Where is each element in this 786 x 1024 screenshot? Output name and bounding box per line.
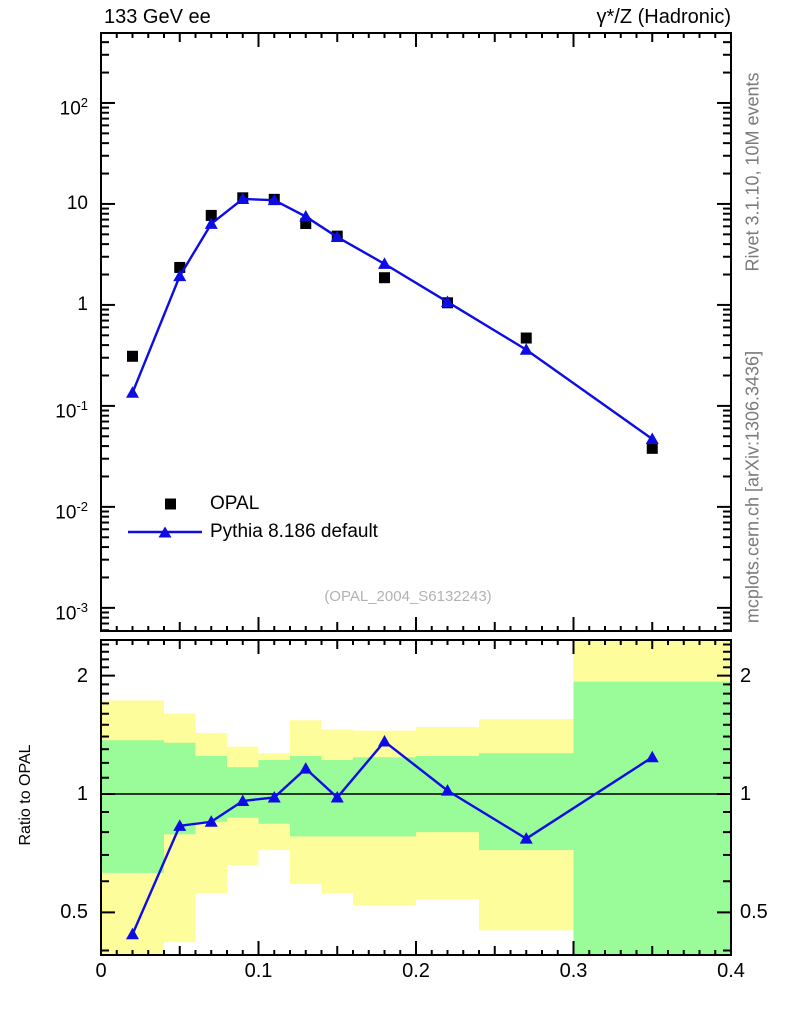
pythia-data-point bbox=[378, 257, 391, 269]
y-tick-label: 10 bbox=[66, 192, 88, 214]
pythia-data-point bbox=[330, 230, 344, 243]
ratio-uncertainty-band-green bbox=[195, 755, 227, 822]
analysis-watermark: (OPAL_2004_S6132243) bbox=[324, 588, 492, 605]
ratio-uncertainty-band-green bbox=[164, 742, 196, 835]
ratio-tick-label-right: 2 bbox=[740, 664, 752, 687]
ratio-axis-label: Ratio to OPAL bbox=[17, 744, 34, 846]
legend-label-pythia: Pythia 8.186 default bbox=[210, 521, 378, 542]
ratio-data-point bbox=[645, 750, 659, 763]
ratio-data-point bbox=[378, 734, 391, 747]
x-tick-label: 0.1 bbox=[244, 960, 273, 982]
ratio-data-point bbox=[299, 762, 313, 774]
pythia-data-point bbox=[204, 217, 218, 229]
ratio-data-point bbox=[236, 794, 250, 806]
x-tick-label: 0.3 bbox=[559, 960, 588, 982]
y-tick-label: 10-3 bbox=[55, 599, 88, 625]
pythia-data-point bbox=[645, 432, 659, 445]
legend-item-opal: OPAL bbox=[128, 493, 260, 514]
pythia-data-point bbox=[441, 295, 454, 307]
ratio-tick-label-left: 1 bbox=[76, 783, 88, 805]
ratio-data-point bbox=[519, 832, 533, 844]
title-process: γ*/Z (Hadronic) bbox=[596, 6, 731, 28]
pythia-data-point bbox=[126, 386, 139, 398]
opal-data-point bbox=[300, 218, 312, 230]
pythia-data-point bbox=[173, 269, 187, 282]
legend-item-pythia: Pythia 8.186 default bbox=[128, 521, 378, 542]
y-tick-label: 102 bbox=[59, 94, 88, 120]
ratio-data-point bbox=[267, 790, 281, 803]
x-tick-label: 0.4 bbox=[717, 960, 745, 982]
opal-data-point bbox=[205, 209, 217, 221]
credit-rivet-version: Rivet 3.1.10, 10M events bbox=[742, 72, 763, 272]
ratio-uncertainty-band-green bbox=[353, 757, 416, 837]
opal-data-point bbox=[174, 261, 186, 273]
pythia-data-point bbox=[519, 343, 533, 355]
ratio-data-point bbox=[204, 815, 218, 827]
ratio-uncertainty-band-green bbox=[101, 740, 164, 873]
ratio-tick-label-right: 0.5 bbox=[740, 901, 768, 924]
opal-data-point bbox=[646, 442, 658, 454]
ratio-tick-label-left: 0.5 bbox=[60, 901, 88, 924]
opal-data-point bbox=[520, 332, 532, 344]
x-tick-label: 0.2 bbox=[402, 960, 430, 982]
x-tick-label: 0 bbox=[95, 960, 107, 982]
pythia-data-point bbox=[236, 192, 250, 204]
pythia-data-point bbox=[267, 193, 281, 206]
ratio-data-point bbox=[330, 790, 344, 803]
ratio-panel-frame bbox=[100, 639, 732, 956]
ratio-data-point bbox=[126, 927, 139, 940]
y-tick-label: 10-1 bbox=[55, 397, 88, 423]
title-beam-energy: 133 GeV ee bbox=[104, 6, 211, 28]
y-tick-label: 1 bbox=[77, 293, 88, 315]
pythia-line-triangle-marker-icon bbox=[128, 526, 202, 538]
opal-square-marker-icon bbox=[165, 498, 176, 510]
opal-data-point bbox=[379, 272, 390, 284]
credit-mcplots-arxiv: mcplots.cern.ch [arXiv:1306.3436] bbox=[742, 350, 763, 624]
pythia-data-point bbox=[299, 210, 313, 222]
legend-label-opal: OPAL bbox=[210, 493, 260, 514]
opal-data-point bbox=[127, 350, 138, 362]
y-tick-label: 10-2 bbox=[55, 498, 88, 524]
ratio-uncertainty-band-green bbox=[227, 767, 259, 818]
ratio-tick-label-left: 2 bbox=[76, 664, 88, 687]
ratio-data-point bbox=[441, 784, 454, 796]
pythia-curve bbox=[131, 197, 653, 440]
ratio-tick-label-right: 1 bbox=[740, 783, 752, 805]
ratio-data-point bbox=[173, 819, 187, 831]
ratio-uncertainty-band-green bbox=[573, 681, 731, 955]
main-panel-frame bbox=[100, 32, 732, 632]
